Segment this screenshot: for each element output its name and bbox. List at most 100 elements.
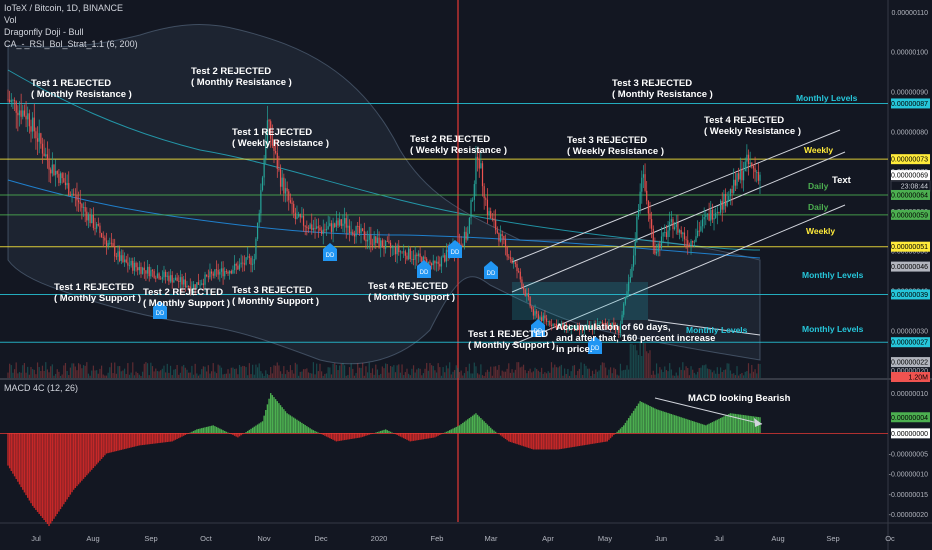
macd-bar bbox=[141, 433, 144, 446]
macd-bar bbox=[434, 433, 436, 438]
volume-bar bbox=[736, 366, 738, 378]
candle-body bbox=[751, 162, 753, 166]
candle-body bbox=[394, 246, 397, 255]
volume-bar bbox=[15, 362, 17, 378]
volume-bar bbox=[585, 365, 587, 378]
candle-body bbox=[719, 200, 722, 213]
volume-bar bbox=[644, 343, 646, 378]
macd-bar bbox=[723, 416, 725, 434]
macd-bar bbox=[150, 433, 152, 445]
macd-bar bbox=[159, 433, 162, 443]
macd-bar bbox=[291, 416, 293, 434]
annotation-test1-monthly-support-2: Test 1 REJECTED( Monthly Support ) bbox=[468, 329, 556, 351]
macd-bar bbox=[422, 433, 425, 440]
volume-bar bbox=[61, 374, 63, 378]
candle-body bbox=[271, 138, 273, 146]
volume-bar bbox=[265, 370, 267, 378]
volume-bar bbox=[215, 373, 218, 378]
macd-bar bbox=[118, 433, 121, 451]
macd-bar bbox=[271, 395, 274, 434]
candle-body bbox=[406, 255, 408, 260]
candle-body bbox=[738, 173, 740, 180]
candle-body bbox=[201, 283, 203, 285]
candles bbox=[7, 89, 761, 378]
macd-bar bbox=[350, 433, 352, 440]
volume-bar bbox=[651, 374, 653, 378]
volume-bar bbox=[184, 367, 186, 378]
macd-bar bbox=[110, 433, 113, 453]
macd-bar bbox=[736, 414, 738, 434]
macd-bar bbox=[281, 407, 283, 434]
candle-body bbox=[545, 318, 548, 322]
macd-bar bbox=[471, 415, 474, 434]
candle-body bbox=[562, 324, 564, 328]
volume-bar bbox=[174, 369, 177, 378]
volume-bar bbox=[568, 375, 571, 378]
macd-bar bbox=[56, 433, 58, 514]
candle-body bbox=[222, 268, 224, 277]
macd-bar bbox=[703, 424, 705, 434]
time-tick-label: Dec bbox=[314, 534, 328, 543]
volume-bar bbox=[96, 370, 98, 378]
volume-bar bbox=[279, 371, 282, 378]
macd-bar bbox=[302, 423, 305, 434]
volume-bar bbox=[122, 370, 124, 378]
volume-bar bbox=[321, 371, 323, 378]
candle-body bbox=[399, 251, 402, 253]
candle-body bbox=[261, 177, 264, 191]
volume-bar bbox=[529, 368, 531, 378]
volume-bar bbox=[160, 370, 162, 378]
macd-bar bbox=[215, 426, 218, 434]
candle-body bbox=[153, 271, 155, 278]
macd-bar bbox=[586, 433, 589, 445]
candle-body bbox=[688, 245, 690, 247]
macd-bar bbox=[151, 433, 154, 444]
volume-bar bbox=[706, 368, 709, 378]
candle-body bbox=[171, 275, 173, 283]
macd-bar bbox=[728, 414, 730, 434]
price-badge-text: 0.00000046 bbox=[891, 264, 928, 271]
volume-bar bbox=[99, 368, 101, 378]
time-tick-label: Jul bbox=[714, 534, 724, 543]
candle-body bbox=[102, 237, 104, 239]
volume-bar bbox=[28, 374, 30, 378]
volume-bar bbox=[357, 363, 359, 378]
macd-bar bbox=[465, 420, 467, 434]
macd-bar bbox=[621, 426, 623, 434]
candle-body bbox=[250, 257, 252, 265]
macd-bar bbox=[17, 433, 19, 482]
volume-bar bbox=[12, 372, 14, 378]
macd-bar bbox=[315, 431, 318, 434]
volume-bar bbox=[537, 370, 539, 378]
macd-bar bbox=[596, 433, 599, 444]
volume-bar bbox=[189, 372, 191, 378]
time-tick-label: Jul bbox=[31, 534, 41, 543]
candle-body bbox=[583, 328, 585, 331]
macd-bar bbox=[726, 414, 728, 434]
candle-body bbox=[665, 232, 668, 238]
macd-bar bbox=[358, 433, 361, 438]
volume-bar bbox=[547, 371, 549, 378]
volume-bar bbox=[742, 375, 745, 378]
candle-body bbox=[518, 271, 520, 272]
volume-bar bbox=[41, 365, 44, 378]
macd-bar bbox=[585, 433, 587, 445]
macd-bar bbox=[168, 433, 170, 442]
candle-body bbox=[700, 226, 702, 231]
time-tick-label: Aug bbox=[771, 534, 784, 543]
macd-bar bbox=[550, 433, 553, 450]
macd-bar bbox=[683, 418, 686, 434]
volume-bar bbox=[298, 375, 300, 378]
macd-bar bbox=[219, 428, 221, 434]
macd-bar bbox=[565, 433, 567, 449]
dd-marker: DD bbox=[417, 260, 431, 278]
macd-bar bbox=[691, 421, 694, 434]
candle-body bbox=[184, 279, 186, 288]
volume-bar bbox=[306, 368, 308, 378]
candle-body bbox=[664, 232, 666, 233]
price-badge-bg bbox=[891, 241, 930, 252]
candle-body bbox=[181, 277, 183, 285]
volume-bar bbox=[87, 373, 90, 378]
volume-bar bbox=[654, 374, 656, 378]
